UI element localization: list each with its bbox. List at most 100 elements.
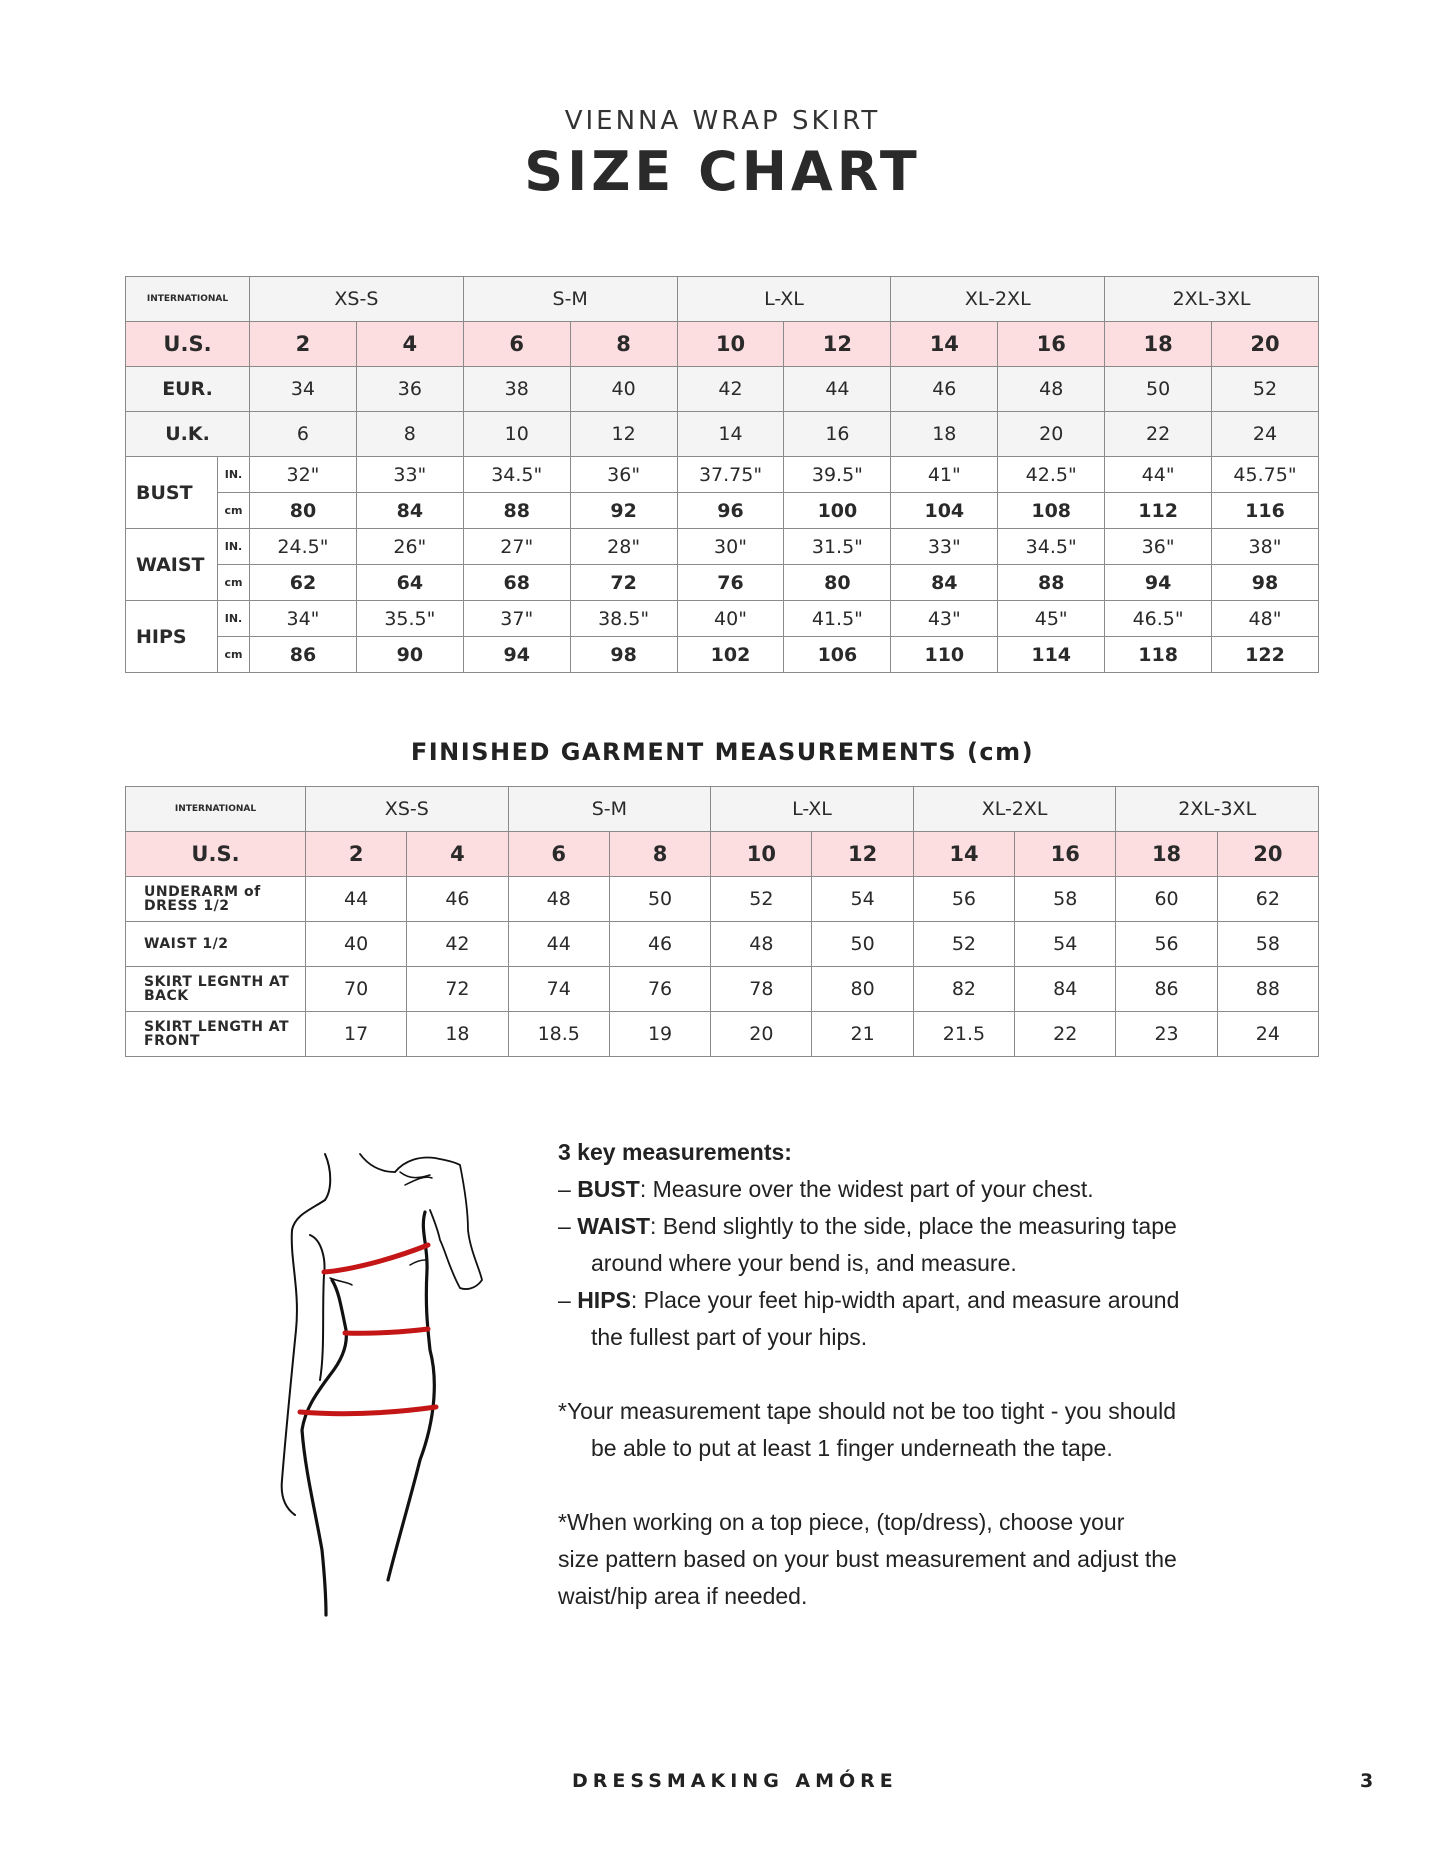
inch-value: 33" [890,528,999,565]
eur-size: 44 [783,366,892,412]
cm-value: 90 [355,636,464,673]
us-size: 4 [355,321,464,367]
inch-value: 36" [1104,528,1213,565]
cm-value: 98 [569,636,678,673]
garment-value: 19 [608,1011,712,1057]
inch-value: 40" [676,600,785,637]
us-size: 20 [1216,831,1320,877]
garment-value: 22 [1014,1011,1117,1057]
garment-value: 56 [1115,921,1218,967]
waist-measure-line [342,1326,431,1336]
uk-size: 18 [890,411,999,457]
garment-row: UNDERARM of DRESS 1/2 44 46 48 50 52 54 56 58 60 6… [125,876,1320,922]
garment-value: 48 [710,921,813,967]
waist-cm-row: cm 62 64 68 72 76 80 84 88 94 98 [126,564,1319,601]
cm-value: 110 [890,636,999,673]
hips-measure-line [297,1404,439,1417]
inch-value: 24.5" [249,528,357,565]
us-size: 12 [783,321,892,367]
us-size-row: U.S. 2 4 6 8 10 12 14 16 18 20 [125,831,1320,877]
us-size: 8 [569,321,678,367]
unit-in: IN. [217,456,250,493]
top-note-3: waist/hip area if needed. [558,1583,808,1609]
us-label: U.S. [125,831,306,877]
garment-row-label: WAIST 1/2 [125,921,306,967]
uk-size: 6 [249,411,357,457]
garment-value: 24 [1216,1011,1320,1057]
waist-label: WAIST [125,528,218,601]
inch-value: 37" [462,600,571,637]
cm-value: 62 [249,564,357,601]
bust-measure-line [321,1242,431,1275]
cm-value: 84 [355,492,464,529]
cm-value: 80 [249,492,357,529]
cm-value: 94 [1104,564,1213,601]
eur-label: EUR. [125,366,250,412]
instruction-bust: – BUST: Measure over the widest part of … [558,1176,1094,1202]
inch-value: 36" [569,456,678,493]
garment-value: 62 [1216,876,1320,922]
page-number: 3 [1360,1770,1374,1792]
garment-value: 52 [912,921,1016,967]
uk-label: U.K. [125,411,250,457]
eur-size: 48 [997,366,1106,412]
cm-value: 76 [676,564,785,601]
garment-row-label: UNDERARM of DRESS 1/2 [125,876,306,922]
garment-value: 58 [1014,876,1117,922]
unit-cm: cm [217,492,250,529]
garment-row: SKIRT LEGNTH AT BACK 70 72 74 76 78 80 82 84 86 88 [125,966,1320,1012]
international-size: XS-S [305,786,509,832]
cm-value: 96 [676,492,785,529]
international-size: L-XL [710,786,914,832]
bust-in-row: BUST IN. 32" 33" 34.5" 36" 37.75" 39.5" 41" 42.5"… [125,456,1319,529]
us-size: 16 [1014,831,1117,877]
garment-value: 60 [1115,876,1218,922]
cm-value: 68 [462,564,571,601]
international-size: XL-2XL [912,786,1117,832]
uk-size: 10 [462,411,571,457]
hips-in-row: HIPS IN. 34" 35.5" 37" 38.5" 40" 41.5" 43" 45" 46.… [125,600,1319,673]
unit-in: IN. [217,600,250,637]
inch-value: 26" [355,528,464,565]
inch-value: 37.75" [676,456,785,493]
inch-value: 41.5" [783,600,892,637]
cm-value: 102 [676,636,785,673]
us-size: 12 [811,831,914,877]
inch-value: 39.5" [783,456,892,493]
garment-value: 56 [912,876,1016,922]
unit-cm: cm [217,636,250,673]
garment-value: 54 [811,876,914,922]
inch-value: 34.5" [462,456,571,493]
garment-value: 18.5 [507,1011,610,1057]
cm-value: 108 [997,492,1106,529]
uk-size: 8 [355,411,464,457]
uk-size: 12 [569,411,678,457]
us-size: 8 [608,831,712,877]
cm-value: 112 [1104,492,1213,529]
garment-value: 50 [811,921,914,967]
us-size-row: U.S. 2 4 6 8 10 12 14 16 18 20 [125,321,1319,367]
us-size: 2 [304,831,408,877]
inch-value: 35.5" [355,600,464,637]
us-size: 20 [1211,321,1319,367]
garment-value: 21 [811,1011,914,1057]
international-row: INTERNATIONAL XS-S S-M L-XL XL-2XL 2XL-3XL [125,276,1319,322]
us-size: 18 [1115,831,1218,877]
instructions-heading: 3 key measurements: [558,1139,792,1165]
international-size: 2XL-3XL [1104,276,1319,322]
eur-size: 34 [249,366,357,412]
uk-size-row: U.K. 6 8 10 12 14 16 18 20 22 24 [125,411,1319,457]
cm-value: 116 [1211,492,1319,529]
cm-value: 64 [355,564,464,601]
instruction-hips: – HIPS: Place your feet hip-width apart,… [558,1287,1180,1313]
international-size: L-XL [676,276,892,322]
instruction-hips-cont: the fullest part of your hips. [591,1324,868,1350]
cm-value: 98 [1211,564,1319,601]
inch-value: 33" [355,456,464,493]
cm-value: 72 [569,564,678,601]
garment-value: 50 [608,876,712,922]
us-size: 14 [912,831,1016,877]
size-chart-table: INTERNATIONAL XS-S S-M L-XL XL-2XL 2XL-3XL U.S… [125,276,1319,673]
cm-value: 84 [890,564,999,601]
unit-in: IN. [217,528,250,565]
